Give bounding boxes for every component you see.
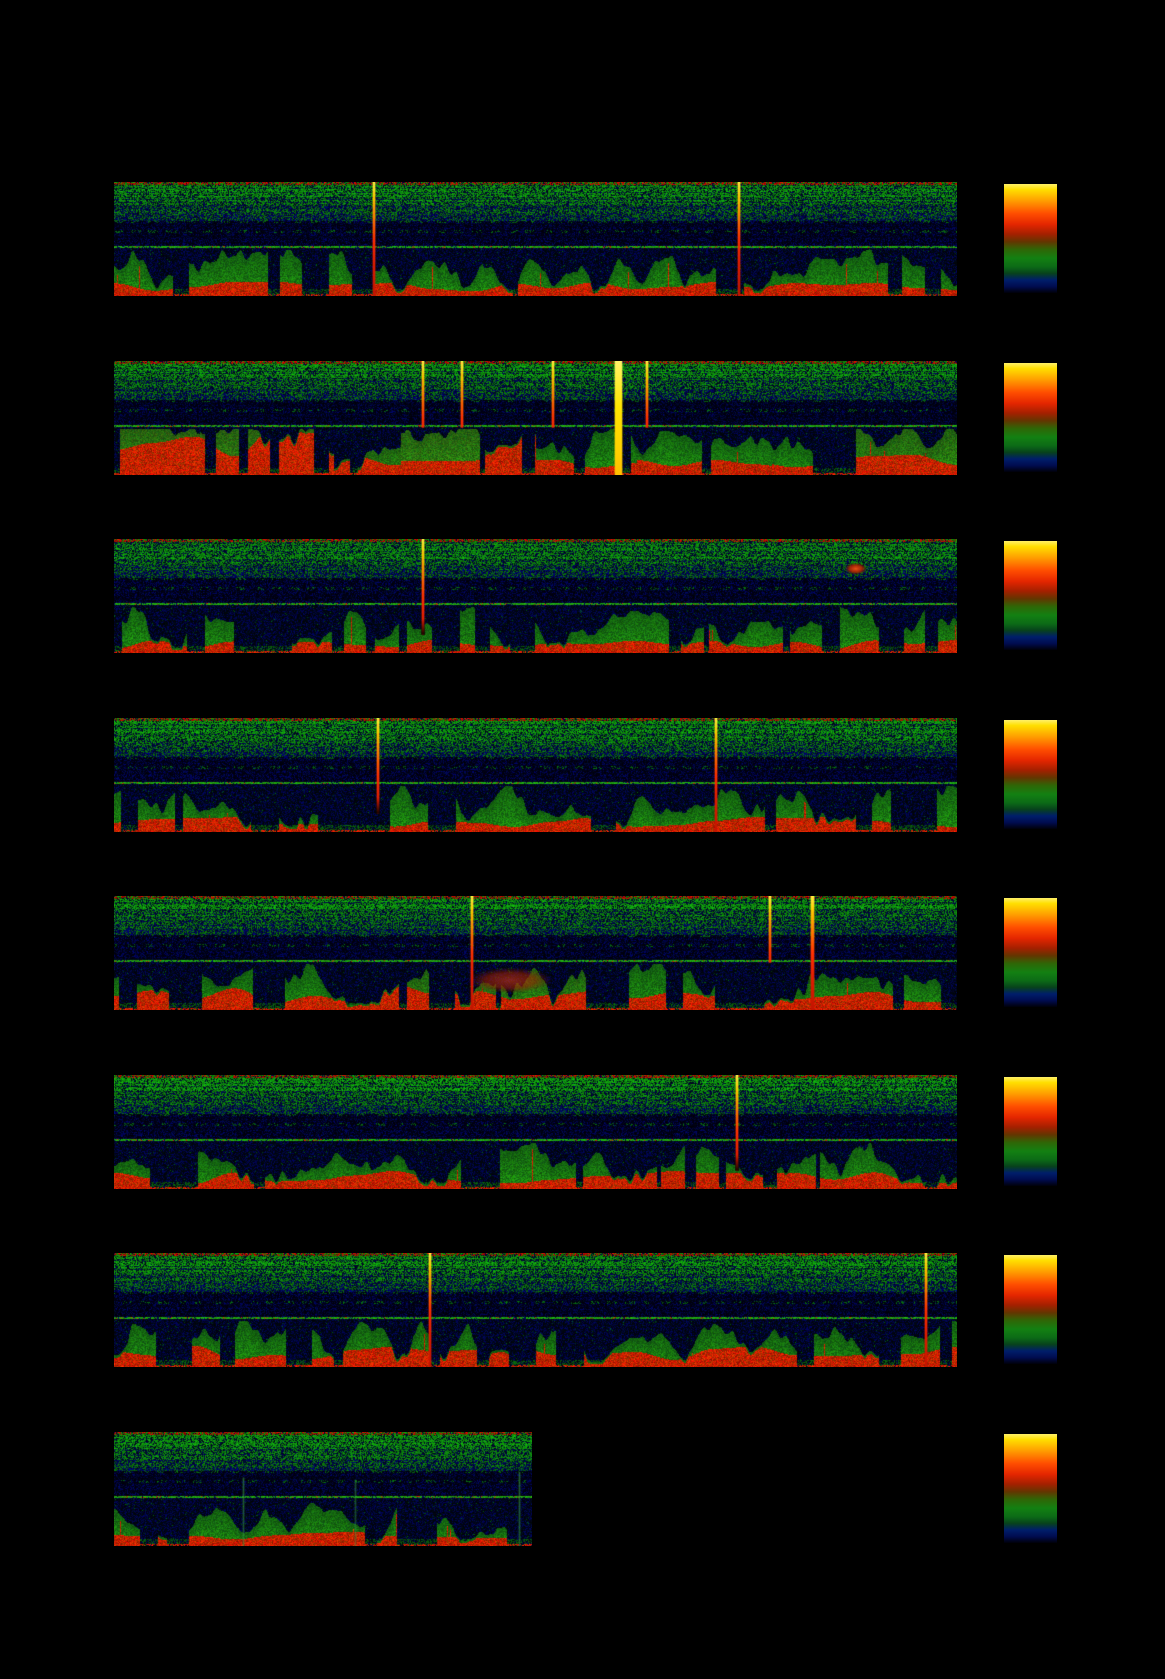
colorbar-4 [1004, 720, 1057, 829]
spectrogram-panel-4 [114, 718, 957, 832]
colorbar-7 [1004, 1255, 1057, 1364]
colorbar-3 [1004, 541, 1057, 650]
colorbar-2 [1004, 363, 1057, 472]
colorbar-6 [1004, 1077, 1057, 1186]
spectrogram-panel-7 [114, 1253, 957, 1367]
spectrogram-panel-5 [114, 896, 957, 1010]
colorbar-8 [1004, 1434, 1057, 1543]
spectrogram-panel-6 [114, 1075, 957, 1189]
colorbar-1 [1004, 184, 1057, 293]
spectrogram-panel-2 [114, 361, 957, 475]
spectrogram-panel-8 [114, 1432, 532, 1546]
spectrogram-panel-1 [114, 182, 957, 296]
colorbar-5 [1004, 898, 1057, 1007]
spectrogram-panel-3 [114, 539, 957, 653]
